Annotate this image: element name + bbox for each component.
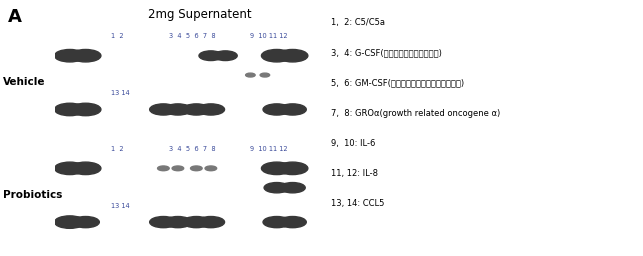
Text: 7,  8: GROα(growth related oncogene α): 7, 8: GROα(growth related oncogene α) [331,109,500,118]
Text: 3  4  5  6  7  8: 3 4 5 6 7 8 [168,33,215,39]
Text: Probiotics: Probiotics [3,189,62,200]
Circle shape [55,103,85,116]
Circle shape [55,162,85,175]
Circle shape [260,73,269,77]
Circle shape [279,217,306,228]
Text: 2mg Supernatent: 2mg Supernatent [147,8,251,21]
Text: Vehicle: Vehicle [3,77,46,87]
Text: 3,  4: G-CSF(인체백혁구성장쳙진인자): 3, 4: G-CSF(인체백혁구성장쳙진인자) [331,48,442,57]
Text: 1,  2: C5/C5a: 1, 2: C5/C5a [331,18,385,27]
Circle shape [164,217,192,228]
Circle shape [277,49,308,62]
Text: 13, 14: CCL5: 13, 14: CCL5 [331,199,385,208]
Circle shape [264,183,289,193]
Circle shape [205,166,217,171]
Circle shape [262,49,292,62]
Circle shape [150,217,177,228]
Circle shape [72,217,99,228]
Text: 1  2: 1 2 [111,146,123,152]
Circle shape [55,216,85,228]
Text: 11, 12: IL-8: 11, 12: IL-8 [331,169,378,178]
Circle shape [70,49,101,62]
Circle shape [197,104,224,115]
Circle shape [172,166,184,171]
Text: 9  10 11 12: 9 10 11 12 [250,146,288,152]
Circle shape [277,162,308,175]
Circle shape [263,104,291,115]
Circle shape [199,51,222,61]
Text: 3  4  5  6  7  8: 3 4 5 6 7 8 [168,146,215,152]
Circle shape [279,104,306,115]
Circle shape [280,183,305,193]
Circle shape [158,166,169,171]
Text: 5,  6: GM-CSF(과립구대식세포콜로니자극인자): 5, 6: GM-CSF(과립구대식세포콜로니자극인자) [331,78,464,87]
Text: A: A [8,8,22,26]
Circle shape [150,104,177,115]
Text: 13 14: 13 14 [111,90,129,96]
Circle shape [70,103,101,116]
Circle shape [183,217,210,228]
Circle shape [262,162,292,175]
Circle shape [164,104,192,115]
Circle shape [263,217,291,228]
Circle shape [213,51,237,61]
Circle shape [70,162,101,175]
Text: 9  10 11 12: 9 10 11 12 [250,33,288,39]
Text: 13 14: 13 14 [111,203,129,209]
Circle shape [183,104,210,115]
Text: 1  2: 1 2 [111,33,123,39]
Circle shape [55,49,85,62]
Circle shape [190,166,202,171]
Circle shape [246,73,255,77]
Circle shape [197,217,224,228]
Text: 9,  10: IL-6: 9, 10: IL-6 [331,139,376,148]
